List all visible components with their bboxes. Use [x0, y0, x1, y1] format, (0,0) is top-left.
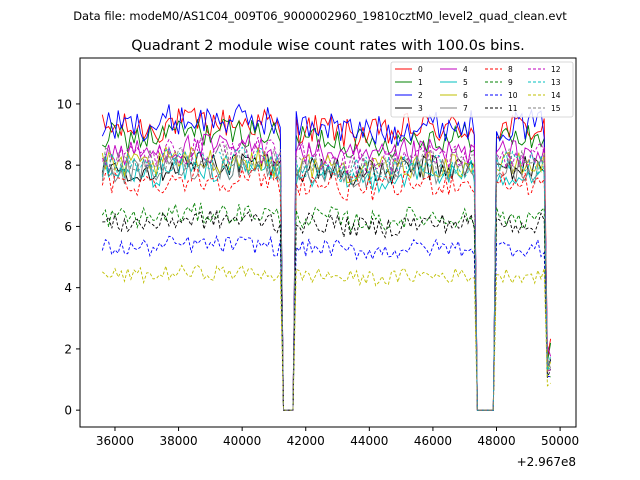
- tick-layer: 36000 38000 40000 42000 44000 46000 48000 50000…: [57, 97, 579, 448]
- suptitle: Data file: modeM0/AS1C04_009T06_90000029…: [73, 9, 567, 23]
- plot-area: 36000 38000 40000 42000 44000 46000 48000 50000…: [57, 57, 579, 469]
- legend-label-9: 9: [508, 78, 513, 87]
- legend-label-1: 1: [418, 78, 423, 87]
- y-tick-label: 8: [64, 159, 72, 173]
- legend-label-14: 14: [551, 91, 561, 100]
- legend-label-6: 6: [463, 91, 468, 100]
- y-tick-label: 0: [64, 404, 72, 418]
- legend-label-12: 12: [551, 65, 561, 74]
- series-line-14: [102, 264, 551, 411]
- legend-label-11: 11: [508, 104, 518, 113]
- x-tick-label: 44000: [350, 434, 388, 448]
- legend-label-15: 15: [551, 104, 561, 113]
- legend-label-2: 2: [418, 91, 423, 100]
- x-tick-label: 48000: [477, 434, 515, 448]
- legend-label-0: 0: [418, 65, 423, 74]
- legend-label-8: 8: [508, 65, 513, 74]
- legend-label-3: 3: [418, 104, 423, 113]
- y-tick-label: 10: [57, 97, 72, 111]
- x-tick-label: 40000: [223, 434, 261, 448]
- series-line-12: [101, 136, 551, 411]
- axes-background: [80, 58, 576, 427]
- series-line-15: [101, 143, 552, 411]
- legend-label-4: 4: [463, 65, 468, 74]
- series-line-11: [102, 208, 552, 411]
- y-tick-label: 2: [64, 342, 72, 356]
- y-tick-label: 6: [64, 220, 72, 234]
- legend-label-7: 7: [463, 104, 468, 113]
- y-tick-label: 4: [64, 281, 72, 295]
- x-tick-label: 42000: [287, 434, 325, 448]
- axes-frame: [79, 57, 577, 428]
- chart-title: Quadrant 2 module wise count rates with …: [131, 38, 525, 54]
- legend-label-10: 10: [508, 91, 518, 100]
- x-tick-label: 38000: [159, 434, 197, 448]
- x-tick-label: 50000: [541, 434, 579, 448]
- legend-label-13: 13: [551, 78, 561, 87]
- legend-label-5: 5: [463, 78, 468, 87]
- x-tick-label: 46000: [414, 434, 452, 448]
- series-layer: [101, 103, 552, 411]
- x-tick-label: 36000: [96, 434, 134, 448]
- legend-box: [390, 61, 574, 118]
- x-offset-label: +2.967e8: [517, 455, 576, 469]
